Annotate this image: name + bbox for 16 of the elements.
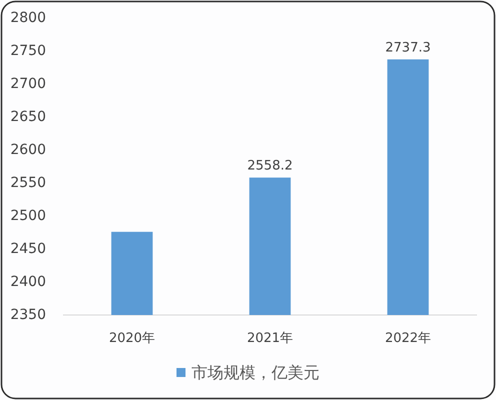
x-tick-label: 2020年 — [108, 331, 156, 346]
legend-label: 市场规模，亿美元 — [192, 363, 320, 382]
data-label: 2737.3 — [385, 40, 431, 56]
y-tick-label: 2750 — [10, 43, 46, 59]
y-tick-label: 2650 — [10, 109, 46, 125]
y-tick-label: 2800 — [10, 10, 46, 26]
y-tick-label: 2450 — [10, 241, 46, 257]
x-tick-label: 2021年 — [246, 331, 294, 346]
y-tick-label: 2400 — [10, 274, 46, 290]
y-tick-label: 2350 — [10, 307, 46, 323]
y-tick-label: 2550 — [10, 175, 46, 191]
y-tick-label: 2600 — [10, 142, 46, 158]
data-label: 2558.2 — [247, 158, 293, 174]
y-tick-label: 2500 — [10, 208, 46, 224]
y-tick-label: 2700 — [10, 76, 46, 92]
x-tick-label: 2022年 — [384, 331, 432, 346]
